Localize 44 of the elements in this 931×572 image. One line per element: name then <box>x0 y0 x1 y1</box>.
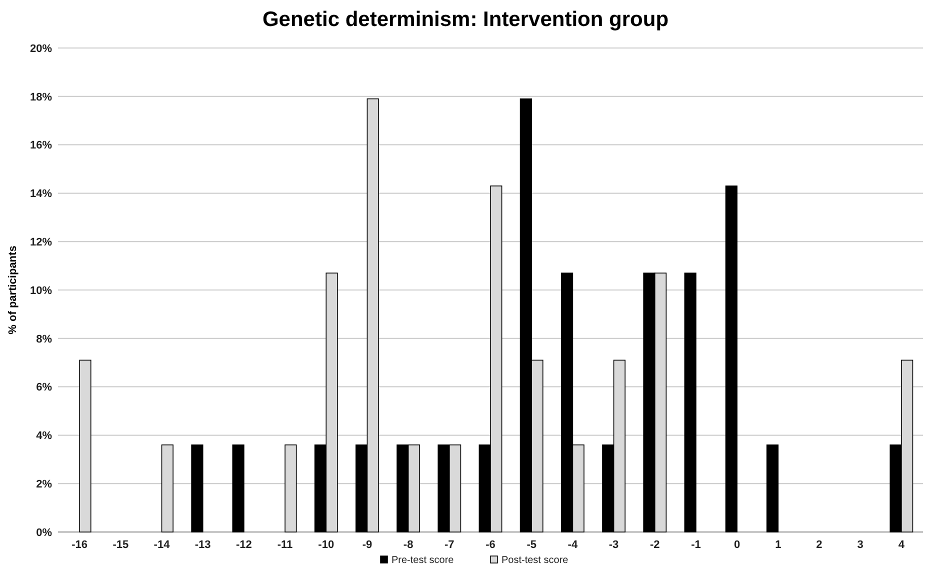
x-tick-label: -4 <box>568 539 578 551</box>
x-tick-label: -15 <box>112 539 129 551</box>
bar <box>161 444 174 532</box>
bar <box>725 186 738 532</box>
y-tick-label: 14% <box>30 188 52 200</box>
x-tick-label: -12 <box>236 539 252 551</box>
y-tick-label: 6% <box>36 382 52 394</box>
x-tick-label: 4 <box>898 539 906 551</box>
x-tick-label: -11 <box>277 539 293 551</box>
bar <box>284 444 297 532</box>
y-tick-label: 18% <box>30 91 52 104</box>
y-tick-label: 10% <box>30 284 52 297</box>
bar <box>766 444 779 532</box>
x-tick-label: -5 <box>526 539 536 551</box>
x-tick-label: -1 <box>691 539 701 551</box>
y-tick-label: 2% <box>36 478 52 490</box>
x-tick-label: -10 <box>318 539 334 551</box>
x-tick-label: 3 <box>857 539 864 551</box>
x-tick-label: 1 <box>775 539 782 551</box>
legend-label: Post-test score <box>502 555 569 566</box>
y-axis-title: % of participants <box>7 246 19 334</box>
y-tick-label: 12% <box>30 236 52 248</box>
x-tick-label: -8 <box>403 539 414 551</box>
bar <box>684 272 696 532</box>
chart-title: Genetic determinism: Intervention group <box>262 8 669 31</box>
legend-label: Pre-test score <box>392 555 454 566</box>
x-tick-label: -6 <box>486 539 496 551</box>
bar <box>191 444 204 532</box>
y-tick-label: 4% <box>36 430 52 442</box>
x-tick-label: -2 <box>650 539 660 551</box>
x-tick-label: 0 <box>734 539 740 551</box>
y-tick-label: 20% <box>30 42 52 55</box>
y-tick-label: 16% <box>30 140 52 152</box>
x-tick-label: -13 <box>194 539 211 551</box>
x-tick-label: -3 <box>608 539 619 551</box>
bar <box>232 444 244 532</box>
x-tick-label: -9 <box>362 539 372 551</box>
x-tick-label: -7 <box>444 539 454 551</box>
bar <box>79 360 92 532</box>
y-tick-label: 0% <box>36 526 52 539</box>
x-tick-label: 2 <box>816 539 822 551</box>
x-tick-label: -14 <box>154 539 171 551</box>
y-tick-label: 8% <box>36 333 52 346</box>
x-tick-label: -16 <box>72 539 88 551</box>
